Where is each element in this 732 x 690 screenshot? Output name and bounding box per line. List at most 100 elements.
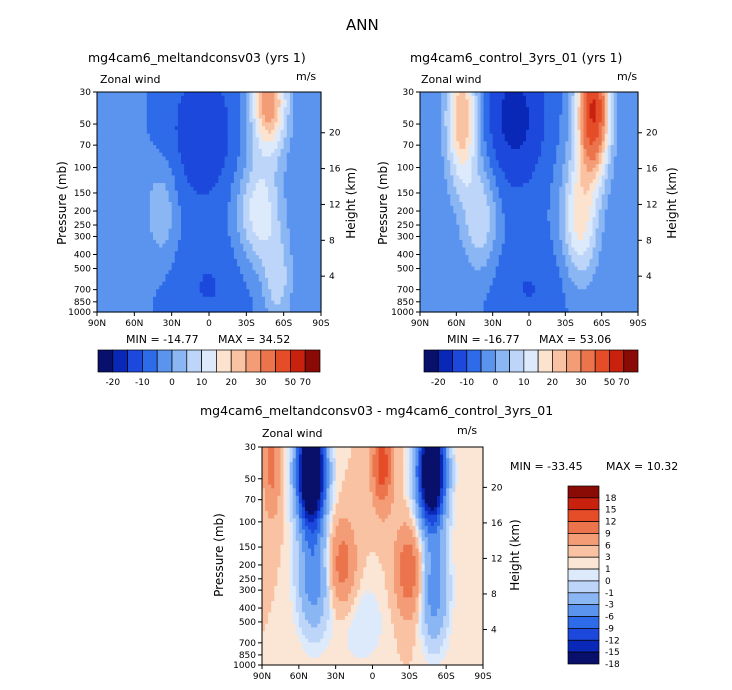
field-cell xyxy=(271,126,275,131)
field-cell xyxy=(106,129,111,135)
field-cell xyxy=(118,304,123,309)
field-cell xyxy=(258,129,263,135)
field-cell xyxy=(286,266,291,271)
field-cell xyxy=(174,296,179,302)
field-cell xyxy=(193,126,198,131)
field-cell xyxy=(541,126,545,131)
field-cell xyxy=(492,114,497,120)
field-cell xyxy=(480,99,485,104)
field-cell xyxy=(153,285,157,290)
field-cell xyxy=(215,228,219,233)
field-cell xyxy=(224,308,229,313)
field-cell xyxy=(498,95,503,101)
field-cell xyxy=(125,137,129,142)
field-cell xyxy=(305,274,310,279)
field-cell xyxy=(202,266,207,271)
field-cell xyxy=(525,95,530,101)
field-cell xyxy=(258,236,263,241)
field-cell xyxy=(212,300,216,306)
field-cell xyxy=(159,213,163,218)
field-cell xyxy=(230,217,235,222)
field-cell xyxy=(302,285,307,290)
field-cell xyxy=(426,110,430,116)
field-cell xyxy=(140,224,145,230)
field-cell xyxy=(121,217,126,222)
field-cell xyxy=(296,281,300,287)
field-cell xyxy=(109,236,114,241)
x-tick-label: 30N xyxy=(163,319,181,329)
field-cell xyxy=(274,145,279,150)
field-cell xyxy=(625,92,630,97)
field-cell xyxy=(162,92,167,97)
field-cell xyxy=(177,129,182,135)
field-cell xyxy=(317,293,322,298)
field-cell xyxy=(149,270,154,275)
field-cell xyxy=(221,126,226,131)
field-cell xyxy=(474,95,479,101)
field-cell xyxy=(171,145,176,150)
field-cell xyxy=(115,232,120,237)
field-cell xyxy=(159,281,163,287)
field-cell xyxy=(177,183,182,188)
field-cell xyxy=(193,228,198,233)
field-cell xyxy=(271,186,275,192)
field-cell xyxy=(128,103,132,108)
field-cell xyxy=(190,152,195,158)
field-cell xyxy=(134,281,139,287)
field-cell xyxy=(193,103,198,108)
field-cell xyxy=(171,160,176,165)
field-cell xyxy=(305,228,310,233)
field-cell xyxy=(504,122,509,127)
field-cell xyxy=(100,293,104,298)
field-cell xyxy=(97,198,101,203)
field-cell xyxy=(106,251,111,256)
field-cell xyxy=(215,239,219,245)
field-cell xyxy=(159,152,163,158)
field-cell xyxy=(118,175,123,180)
field-cell xyxy=(103,205,107,211)
field-cell xyxy=(162,160,167,165)
field-cell xyxy=(268,205,272,211)
field-cell xyxy=(106,247,111,252)
field-cell xyxy=(118,251,123,256)
field-cell xyxy=(233,251,238,256)
field-cell xyxy=(280,110,285,116)
field-cell xyxy=(215,186,219,192)
field-cell xyxy=(571,107,576,112)
field-cell xyxy=(205,202,210,207)
field-cell xyxy=(162,137,167,142)
field-cell xyxy=(162,175,167,180)
field-cell xyxy=(311,110,316,116)
field-cell xyxy=(459,118,463,123)
field-cell xyxy=(187,277,191,283)
field-cell xyxy=(237,133,241,139)
field-cell xyxy=(252,190,257,196)
field-cell xyxy=(271,183,275,188)
field-cell xyxy=(193,202,198,207)
field-cell xyxy=(249,114,254,120)
field-cell xyxy=(106,293,111,298)
field-cell xyxy=(289,289,294,294)
field-cell xyxy=(156,217,160,222)
field-cell xyxy=(156,148,160,154)
field-cell xyxy=(146,183,151,188)
field-cell xyxy=(271,209,275,214)
field-cell xyxy=(592,122,597,127)
field-cell xyxy=(507,122,512,127)
field-cell xyxy=(480,126,485,131)
field-cell xyxy=(115,205,120,211)
field-cell xyxy=(230,171,235,177)
field-cell xyxy=(271,300,275,306)
field-cell xyxy=(592,99,597,104)
field-cell xyxy=(462,107,467,112)
field-cell xyxy=(465,95,470,101)
field-cell xyxy=(128,129,132,135)
field-cell xyxy=(498,92,503,97)
field-cell xyxy=(143,308,148,313)
field-cell xyxy=(616,107,621,112)
field-cell xyxy=(218,160,223,165)
field-cell xyxy=(146,270,151,275)
field-cell xyxy=(246,262,251,268)
field-cell xyxy=(559,110,563,116)
field-cell xyxy=(100,239,104,245)
